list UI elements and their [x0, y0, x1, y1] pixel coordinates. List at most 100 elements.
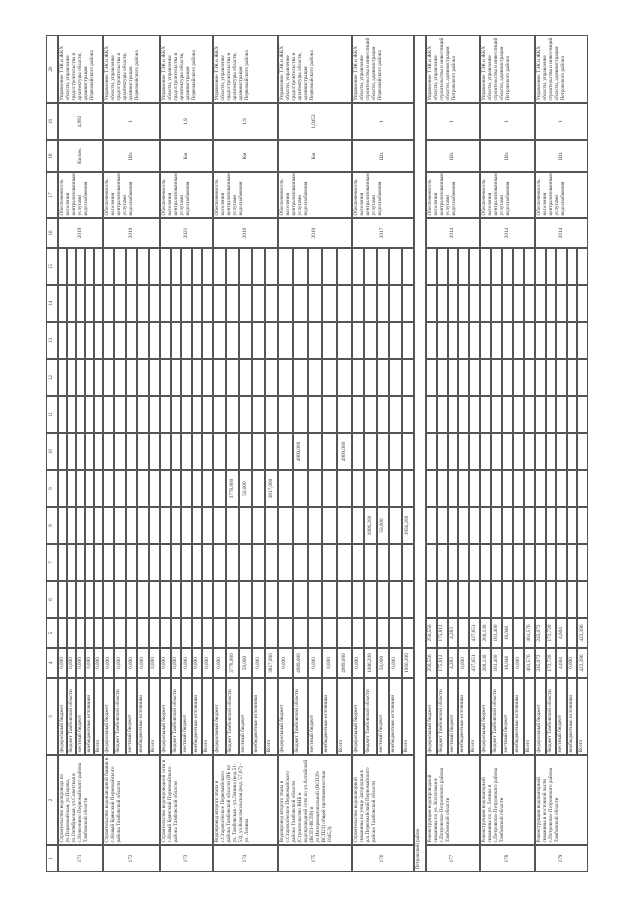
result-indicator: Обеспеченность населения централизованны…	[278, 172, 352, 218]
empty-cell	[125, 581, 138, 618]
empty-cell	[103, 285, 115, 322]
column-number-20: 20	[46, 35, 58, 103]
empty-cell	[480, 581, 491, 618]
empty-cell	[137, 285, 149, 322]
responsible-executor: Управление ТЭК и ЖКХ области, управление…	[535, 35, 588, 103]
empty-cell	[148, 396, 160, 433]
empty-cell	[252, 285, 265, 322]
empty-cell	[148, 470, 160, 507]
empty-cell	[67, 248, 76, 285]
funding-total: 183,400	[491, 648, 502, 678]
empty-cell	[137, 322, 149, 359]
empty-cell	[94, 285, 103, 322]
empty-cell	[426, 544, 437, 581]
empty-cell	[160, 544, 171, 581]
funding-total: 0,000	[67, 648, 76, 678]
empty-cell	[401, 544, 414, 581]
empty-cell	[181, 396, 192, 433]
empty-cell	[352, 618, 365, 648]
empty-cell	[125, 470, 138, 507]
empty-cell	[307, 470, 323, 507]
empty-cell	[458, 433, 470, 470]
empty-cell	[226, 248, 239, 285]
empty-cell	[401, 359, 414, 396]
empty-cell	[76, 433, 85, 470]
empty-cell	[307, 322, 323, 359]
empty-cell	[469, 359, 480, 396]
unit: Км	[278, 140, 352, 172]
funding-period-value	[213, 470, 226, 507]
funding-source: Всего	[401, 678, 414, 755]
column-number-9: 9	[46, 470, 58, 507]
empty-cell	[577, 248, 588, 285]
empty-cell	[114, 248, 126, 285]
empty-cell	[148, 433, 160, 470]
empty-cell	[491, 507, 502, 544]
project-number: 174	[213, 845, 278, 872]
empty-cell	[58, 470, 67, 507]
empty-cell	[322, 544, 338, 581]
funding-period-value	[307, 433, 323, 470]
empty-cell	[191, 433, 203, 470]
empty-cell	[545, 285, 557, 322]
empty-cell	[352, 581, 365, 618]
funding-source: местный бюджет	[181, 678, 192, 755]
empty-cell	[389, 396, 402, 433]
empty-cell	[67, 618, 76, 648]
empty-cell	[322, 359, 338, 396]
funding-total: 0,000	[252, 648, 265, 678]
empty-cell	[226, 507, 239, 544]
funding-total: 0,000	[114, 648, 126, 678]
empty-cell	[292, 285, 308, 322]
funding-source: бюджет Тамбовской области	[226, 678, 239, 755]
responsible-executor: Управление ТЭК и ЖКХ области, управление…	[480, 35, 535, 103]
empty-cell	[337, 396, 352, 433]
empty-cell	[278, 544, 293, 581]
empty-cell	[364, 470, 377, 507]
empty-cell	[535, 433, 546, 470]
funding-source: федеральный бюджет	[103, 678, 115, 755]
empty-cell	[458, 285, 470, 322]
empty-cell	[480, 544, 491, 581]
empty-cell	[191, 470, 203, 507]
empty-cell	[401, 433, 414, 470]
empty-cell	[352, 285, 365, 322]
empty-cell	[524, 322, 535, 359]
indicator-value: 4,992	[58, 103, 103, 140]
funding-source: Всего	[337, 678, 352, 755]
empty-cell	[103, 248, 115, 285]
empty-cell	[491, 581, 502, 618]
empty-cell	[85, 544, 94, 581]
funding-source: федеральный бюджет	[535, 678, 546, 755]
empty-cell	[436, 433, 448, 470]
funding-source: местный бюджет	[556, 678, 567, 755]
empty-cell	[566, 248, 578, 285]
empty-cell	[389, 544, 402, 581]
column-number-11: 11	[46, 396, 58, 433]
empty-cell	[265, 396, 278, 433]
funding-source: внебюджетные источники	[252, 678, 265, 755]
column-number-6: 6	[46, 581, 58, 618]
empty-cell	[181, 248, 192, 285]
funding-total: 0,000	[125, 648, 138, 678]
empty-cell	[265, 359, 278, 396]
empty-cell	[265, 248, 278, 285]
empty-cell	[137, 544, 149, 581]
empty-cell	[265, 581, 278, 618]
empty-cell	[191, 248, 203, 285]
indicator-value: 1	[535, 103, 588, 140]
funding-total: 0,000	[160, 648, 171, 678]
empty-cell	[148, 618, 160, 648]
funding-source: внебюджетные источники	[137, 678, 149, 755]
empty-cell	[137, 248, 149, 285]
project-name: Строительство водонапорной скважины на у…	[352, 755, 414, 845]
unit: Км	[160, 140, 213, 172]
funding-total: 0,000	[322, 648, 338, 678]
empty-cell	[524, 507, 535, 544]
empty-cell	[278, 396, 293, 433]
empty-cell	[125, 248, 138, 285]
funding-period-value: 4909,000	[292, 433, 308, 470]
empty-cell	[389, 322, 402, 359]
funding-source: Всего	[202, 678, 213, 755]
empty-cell	[226, 544, 239, 581]
